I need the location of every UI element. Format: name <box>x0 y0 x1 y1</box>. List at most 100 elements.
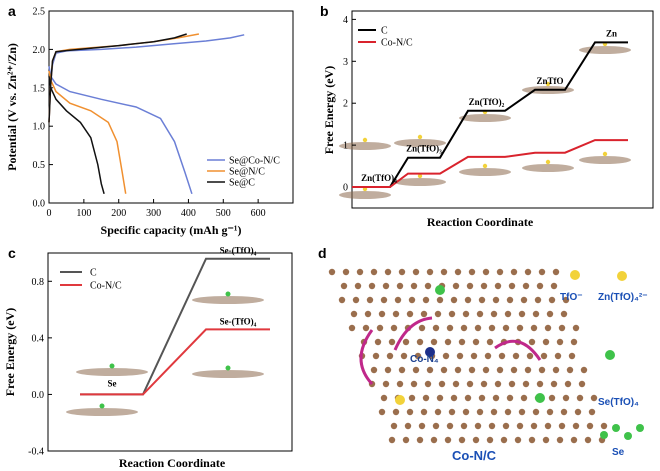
axes-c: -0.4 0.0 0.4 0.8 <box>28 277 52 458</box>
selenium-chain-icon <box>600 431 608 439</box>
carbon-atom-icon <box>356 268 364 276</box>
adsorbate-icon <box>545 81 551 87</box>
carbon-atom-icon <box>420 310 428 318</box>
carbon-atom-icon <box>458 436 466 444</box>
y-tick-label-b: 4 <box>343 15 348 26</box>
carbon-atom-icon <box>384 366 392 374</box>
legend-label-c: C <box>90 268 97 279</box>
carbon-atom-icon <box>490 310 498 318</box>
carbon-atom-icon <box>516 324 524 332</box>
carbon-atom-icon <box>572 324 580 332</box>
carbon-atom-icon <box>502 422 510 430</box>
graphene-slab-icon <box>192 296 264 304</box>
carbon-atom-icon <box>408 296 416 304</box>
carbon-atom-icon <box>586 422 594 430</box>
carbon-atom-icon <box>528 338 536 346</box>
series-line-b <box>352 139 628 188</box>
carbon-atom-icon <box>348 324 356 332</box>
carbon-atom-icon <box>350 310 358 318</box>
state-label-b: ZnTfO <box>536 76 563 86</box>
carbon-atom-icon <box>352 296 360 304</box>
carbon-atom-icon <box>476 408 484 416</box>
graphene-slab-icon <box>192 370 264 378</box>
carbon-atom-icon <box>454 268 462 276</box>
state-label-b: Zn(TfO)₄ <box>361 173 397 183</box>
carbon-atom-icon <box>474 324 482 332</box>
carbon-atom-icon <box>394 296 402 304</box>
molecule-icon <box>605 350 615 360</box>
carbon-atom-icon <box>482 268 490 276</box>
panel-d: d TfO⁻ Zn(TfO)₄²⁻ Se(TfO)₄ Se Co-N₄ Co-N… <box>318 245 647 463</box>
carbon-atom-icon <box>524 366 532 374</box>
selenium-chain-icon <box>624 432 632 440</box>
carbon-atom-icon <box>432 324 440 332</box>
carbon-atom-icon <box>518 408 526 416</box>
x-axis-label-b: Reaction Coordinate <box>427 215 534 229</box>
carbon-atom-icon <box>440 268 448 276</box>
panel-label-b: b <box>320 3 329 19</box>
carbon-atom-icon <box>422 394 430 402</box>
carbon-atom-icon <box>398 366 406 374</box>
carbon-atom-icon <box>484 352 492 360</box>
series-line-a-discharge <box>48 70 127 194</box>
graphene-slab-icon <box>394 139 446 147</box>
y-tick-label-a: 1.5 <box>33 83 46 94</box>
carbon-atom-icon <box>528 436 536 444</box>
legend-label-a: Se@Co-N/C <box>229 156 280 167</box>
carbon-atom-icon <box>406 408 414 416</box>
molecule-icon <box>535 393 545 403</box>
carbon-atom-icon <box>342 268 350 276</box>
carbon-atom-icon <box>448 310 456 318</box>
carbon-atom-icon <box>468 366 476 374</box>
carbon-atom-icon <box>448 408 456 416</box>
carbon-atom-icon <box>452 282 460 290</box>
x-tick-label-a: 500 <box>216 208 231 219</box>
carbon-atom-icon <box>444 436 452 444</box>
molecule-icon <box>570 270 580 280</box>
carbon-atom-icon <box>488 324 496 332</box>
carbon-atom-icon <box>552 366 560 374</box>
panel-label-d: d <box>318 245 327 261</box>
graphene-slab-icon <box>339 142 391 150</box>
series-c <box>80 257 270 396</box>
molecule-illustrations <box>395 270 644 440</box>
graphene-slab-icon <box>522 164 574 172</box>
adsorption-arrow-icon <box>359 329 374 386</box>
molecule-icon <box>617 271 627 281</box>
carbon-atom-icon <box>390 324 398 332</box>
y-axis-label-b: Free Energy (eV) <box>322 66 336 154</box>
carbon-atom-icon <box>506 394 514 402</box>
series-line-a-charge <box>48 33 187 123</box>
y-tick-label-b: 1 <box>343 141 348 152</box>
carbon-atom-icon <box>480 282 488 290</box>
carbon-atom-icon <box>542 338 550 346</box>
carbon-atom-icon <box>452 380 460 388</box>
carbon-atom-icon <box>364 310 372 318</box>
carbon-atom-icon <box>550 380 558 388</box>
carbon-atom-icon <box>444 338 452 346</box>
carbon-atom-icon <box>380 394 388 402</box>
carbon-atom-icon <box>422 296 430 304</box>
panel-a: a 0 100 200 300 400 500 6000.00.51.01.52.02.5 … <box>5 3 294 237</box>
graphene-slab-icon <box>339 191 391 199</box>
carbon-atom-icon <box>490 408 498 416</box>
y-tick-label-a: 1.0 <box>33 122 46 133</box>
carbon-atom-icon <box>574 408 582 416</box>
adsorbate-icon <box>602 151 608 157</box>
slab-illustrations-b <box>339 41 631 199</box>
y-axis-label-c: Free Energy (eV) <box>3 308 17 396</box>
carbon-atom-icon <box>396 282 404 290</box>
carbon-atom-icon <box>570 436 578 444</box>
carbon-atom-icon <box>402 436 410 444</box>
carbon-atom-icon <box>412 366 420 374</box>
carbon-atom-icon <box>372 352 380 360</box>
carbon-atom-icon <box>538 268 546 276</box>
carbon-atom-icon <box>382 282 390 290</box>
axes-b: 0 1 2 3 4 <box>343 15 356 194</box>
carbon-atom-icon <box>410 282 418 290</box>
carbon-atom-icon <box>472 338 480 346</box>
carbon-atom-icon <box>462 408 470 416</box>
carbon-atom-icon <box>424 380 432 388</box>
carbon-atom-icon <box>378 310 386 318</box>
carbon-atom-icon <box>558 324 566 332</box>
